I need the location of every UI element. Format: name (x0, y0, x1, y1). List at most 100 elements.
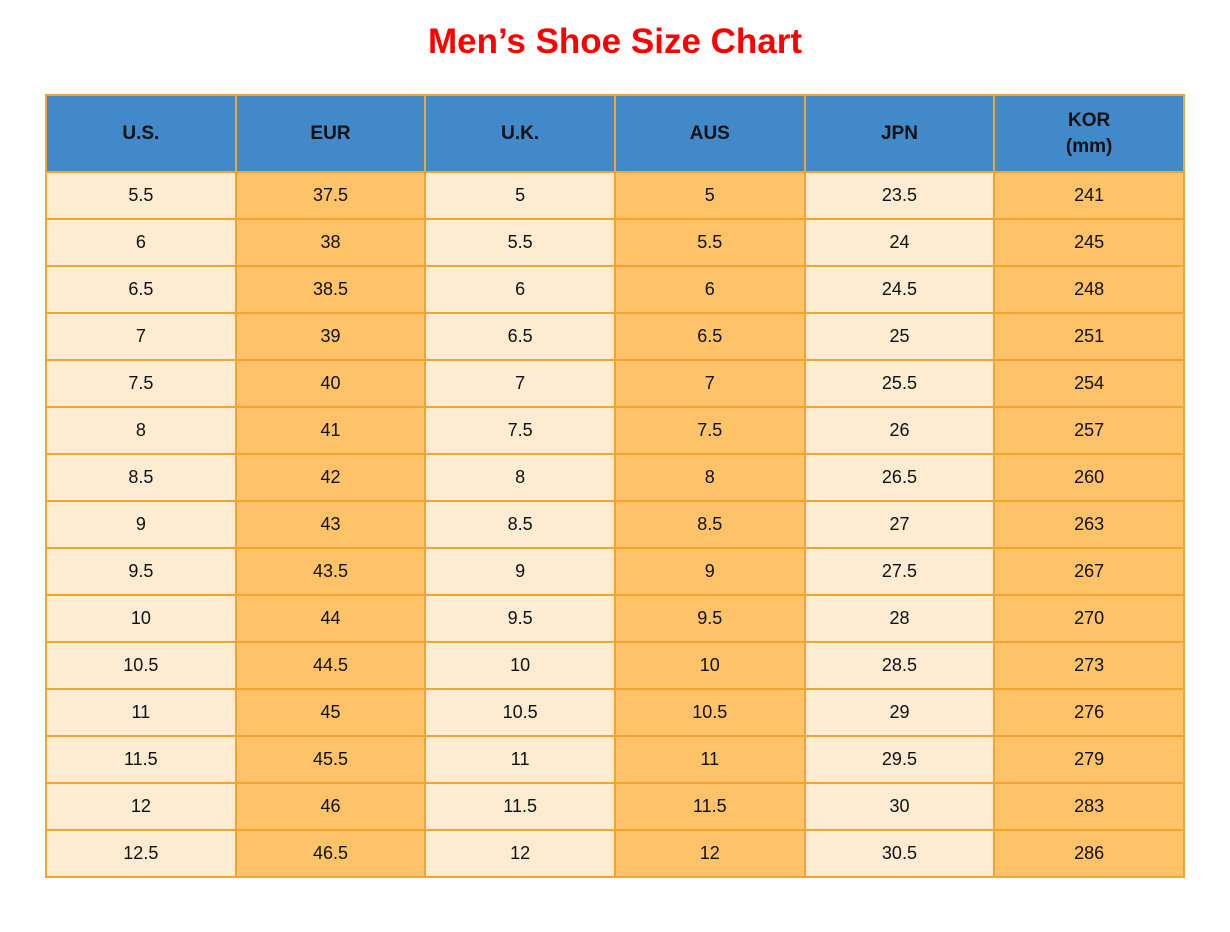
cell-jpn: 24.5 (803, 265, 996, 315)
cell-kor: 248 (993, 265, 1185, 315)
cell-us: 9 (45, 500, 237, 550)
cell-jpn: 24 (803, 218, 996, 268)
cell-eur: 43 (234, 500, 427, 550)
cell-kor: 279 (993, 735, 1185, 785)
cell-jpn: 27 (803, 500, 996, 550)
cell-aus: 6 (613, 265, 806, 315)
table-row: 7 39 6.5 6.5 25 251 (45, 312, 1185, 362)
cell-aus: 7.5 (613, 406, 806, 456)
cell-aus: 9.5 (613, 594, 806, 644)
cell-kor: 283 (993, 782, 1185, 832)
cell-jpn: 28 (803, 594, 996, 644)
cell-aus: 5.5 (613, 218, 806, 268)
cell-uk: 6.5 (424, 312, 616, 362)
cell-eur: 37.5 (234, 171, 427, 221)
column-header-eur: EUR (234, 94, 427, 174)
cell-eur: 46.5 (234, 829, 427, 879)
cell-kor: 270 (993, 594, 1185, 644)
cell-us: 8 (45, 406, 237, 456)
cell-aus: 9 (613, 547, 806, 597)
table-row: 7.5 40 7 7 25.5 254 (45, 359, 1185, 409)
table-row: 11.5 45.5 11 11 29.5 279 (45, 735, 1185, 785)
cell-kor: 260 (993, 453, 1185, 503)
cell-us: 11.5 (45, 735, 237, 785)
cell-kor: 254 (993, 359, 1185, 409)
cell-eur: 43.5 (234, 547, 427, 597)
page-title: Men’s Shoe Size Chart (427, 22, 803, 61)
cell-kor: 286 (993, 829, 1185, 879)
cell-jpn: 25 (803, 312, 996, 362)
cell-uk: 8.5 (424, 500, 616, 550)
table-row: 9.5 43.5 9 9 27.5 267 (45, 547, 1185, 597)
cell-uk: 9 (424, 547, 616, 597)
cell-kor: 241 (993, 171, 1185, 221)
cell-eur: 46 (234, 782, 427, 832)
cell-jpn: 26 (803, 406, 996, 456)
cell-uk: 9.5 (424, 594, 616, 644)
cell-uk: 6 (424, 265, 616, 315)
cell-uk: 5.5 (424, 218, 616, 268)
cell-kor: 257 (993, 406, 1185, 456)
table-row: 10.5 44.5 10 10 28.5 273 (45, 641, 1185, 691)
cell-aus: 10 (613, 641, 806, 691)
cell-us: 7.5 (45, 359, 237, 409)
cell-eur: 41 (234, 406, 427, 456)
column-header-uk: U.K. (424, 94, 616, 174)
cell-kor: 263 (993, 500, 1185, 550)
table-header-row: U.S. EUR U.K. AUS JPN KOR (mm) (45, 94, 1185, 174)
cell-eur: 45.5 (234, 735, 427, 785)
table-row: 8.5 42 8 8 26.5 260 (45, 453, 1185, 503)
cell-us: 9.5 (45, 547, 237, 597)
cell-us: 7 (45, 312, 237, 362)
cell-aus: 8.5 (613, 500, 806, 550)
cell-aus: 10.5 (613, 688, 806, 738)
cell-aus: 12 (613, 829, 806, 879)
cell-us: 12 (45, 782, 237, 832)
cell-kor: 245 (993, 218, 1185, 268)
table-row: 12.5 46.5 12 12 30.5 286 (45, 829, 1185, 879)
cell-uk: 11.5 (424, 782, 616, 832)
cell-aus: 11.5 (613, 782, 806, 832)
cell-jpn: 26.5 (803, 453, 996, 503)
table-row: 6.5 38.5 6 6 24.5 248 (45, 265, 1185, 315)
cell-aus: 11 (613, 735, 806, 785)
cell-uk: 7.5 (424, 406, 616, 456)
cell-us: 6 (45, 218, 237, 268)
cell-kor: 276 (993, 688, 1185, 738)
cell-uk: 11 (424, 735, 616, 785)
table-body: 5.5 37.5 5 5 23.5 241 6 38 5.5 5.5 24 245 6.5 38.5 6 6 2… (45, 171, 1185, 879)
cell-eur: 44.5 (234, 641, 427, 691)
table-row: 8 41 7.5 7.5 26 257 (45, 406, 1185, 456)
cell-us: 8.5 (45, 453, 237, 503)
cell-jpn: 28.5 (803, 641, 996, 691)
table-row: 9 43 8.5 8.5 27 263 (45, 500, 1185, 550)
table-row: 11 45 10.5 10.5 29 276 (45, 688, 1185, 738)
cell-jpn: 23.5 (803, 171, 996, 221)
cell-eur: 42 (234, 453, 427, 503)
cell-jpn: 25.5 (803, 359, 996, 409)
shoe-size-table: U.S. EUR U.K. AUS JPN KOR (mm) 5.5 37.5 5 5 23.5 24… (45, 94, 1185, 879)
table-row: 12 46 11.5 11.5 30 283 (45, 782, 1185, 832)
column-header-kor: KOR (mm) (993, 94, 1185, 174)
cell-us: 10 (45, 594, 237, 644)
cell-eur: 44 (234, 594, 427, 644)
cell-us: 5.5 (45, 171, 237, 221)
cell-jpn: 27.5 (803, 547, 996, 597)
cell-eur: 40 (234, 359, 427, 409)
cell-uk: 10.5 (424, 688, 616, 738)
column-header-aus: AUS (613, 94, 806, 174)
cell-eur: 38 (234, 218, 427, 268)
cell-us: 10.5 (45, 641, 237, 691)
cell-aus: 8 (613, 453, 806, 503)
cell-uk: 5 (424, 171, 616, 221)
cell-kor: 273 (993, 641, 1185, 691)
table-row: 5.5 37.5 5 5 23.5 241 (45, 171, 1185, 221)
cell-jpn: 30.5 (803, 829, 996, 879)
cell-eur: 45 (234, 688, 427, 738)
cell-aus: 6.5 (613, 312, 806, 362)
cell-jpn: 29.5 (803, 735, 996, 785)
cell-us: 12.5 (45, 829, 237, 879)
cell-uk: 12 (424, 829, 616, 879)
table-row: 10 44 9.5 9.5 28 270 (45, 594, 1185, 644)
cell-uk: 10 (424, 641, 616, 691)
